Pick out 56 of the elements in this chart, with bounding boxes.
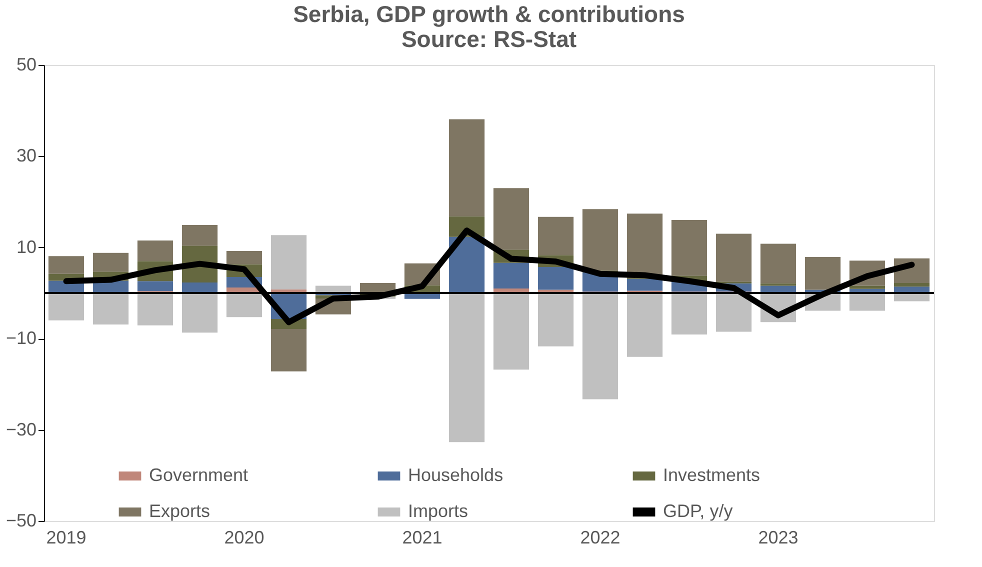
bar bbox=[671, 220, 708, 276]
bar bbox=[582, 209, 618, 271]
x-tick-label: 2023 bbox=[758, 528, 798, 548]
bar bbox=[493, 188, 530, 250]
bar bbox=[626, 214, 663, 278]
bar bbox=[538, 216, 574, 256]
y-tick-label: −50 bbox=[6, 510, 36, 530]
y-tick-label: 50 bbox=[16, 54, 36, 74]
bar bbox=[182, 225, 218, 246]
bar bbox=[716, 293, 752, 332]
bar bbox=[582, 293, 618, 400]
bar bbox=[626, 278, 663, 291]
bar bbox=[182, 282, 218, 293]
x-tick-label: 2019 bbox=[46, 528, 86, 548]
chart-title: Serbia, GDP growth & contributions bbox=[293, 1, 685, 27]
bar bbox=[137, 281, 174, 292]
bar bbox=[760, 286, 796, 293]
y-tick-label: 10 bbox=[16, 236, 36, 257]
bar bbox=[849, 286, 886, 289]
bar bbox=[716, 234, 752, 282]
bar bbox=[493, 293, 530, 370]
bar bbox=[48, 293, 84, 320]
y-tick-label: −10 bbox=[6, 328, 36, 348]
y-tick-label: 30 bbox=[16, 146, 36, 166]
bar bbox=[849, 293, 886, 311]
bar bbox=[804, 256, 841, 290]
bar bbox=[538, 293, 574, 346]
x-tick-label: 2022 bbox=[580, 528, 620, 548]
bar bbox=[448, 293, 485, 442]
bar bbox=[270, 329, 307, 372]
bar bbox=[92, 293, 129, 324]
x-tick-label: 2020 bbox=[224, 528, 264, 548]
bar bbox=[137, 293, 174, 326]
bar bbox=[626, 293, 663, 357]
bar bbox=[137, 240, 174, 262]
bar bbox=[92, 252, 129, 272]
bar bbox=[493, 262, 530, 288]
bar bbox=[270, 235, 307, 290]
bar bbox=[760, 244, 796, 284]
bar bbox=[448, 119, 485, 216]
legend-label: GDP, y/y bbox=[663, 501, 733, 521]
chart-subtitle: Source: RS-Stat bbox=[401, 26, 577, 52]
bar bbox=[226, 293, 262, 318]
legend-label: Government bbox=[149, 465, 248, 485]
bar bbox=[671, 293, 708, 334]
legend-label: Households bbox=[408, 465, 504, 485]
legend-label: Exports bbox=[149, 501, 210, 521]
bar bbox=[226, 251, 262, 264]
legend-label: Investments bbox=[663, 465, 760, 485]
bar bbox=[538, 267, 574, 290]
bar bbox=[894, 282, 930, 287]
bar bbox=[48, 256, 84, 274]
y-tick-label: −30 bbox=[6, 419, 36, 440]
bar bbox=[182, 293, 218, 333]
legend-label: Imports bbox=[408, 501, 468, 521]
x-tick-label: 2021 bbox=[402, 528, 442, 548]
